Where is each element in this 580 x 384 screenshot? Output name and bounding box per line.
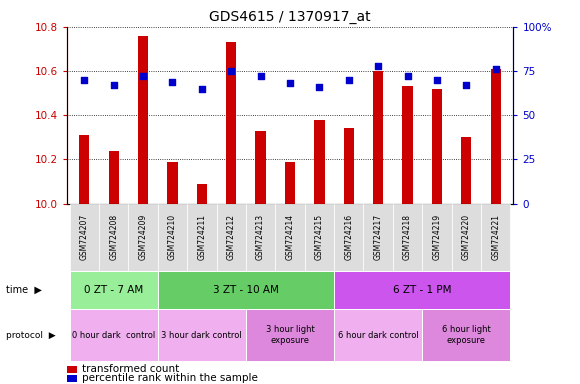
Text: GDS4615 / 1370917_at: GDS4615 / 1370917_at	[209, 10, 371, 23]
Point	[79, 77, 89, 83]
Point	[197, 86, 206, 92]
Point	[344, 77, 353, 83]
Text: 3 hour dark control: 3 hour dark control	[161, 331, 242, 339]
Point	[256, 73, 265, 79]
Point	[109, 82, 118, 88]
Bar	[343, 129, 354, 204]
Point	[432, 77, 441, 83]
Text: GSM724221: GSM724221	[491, 214, 500, 260]
Text: GSM724215: GSM724215	[315, 214, 324, 260]
Text: GSM724211: GSM724211	[197, 214, 206, 260]
Text: GSM724217: GSM724217	[374, 214, 383, 260]
Text: 6 hour light
exposure: 6 hour light exposure	[442, 325, 491, 345]
Bar	[461, 137, 472, 204]
Point	[462, 82, 471, 88]
Bar	[168, 162, 177, 204]
Text: GSM724214: GSM724214	[285, 214, 295, 260]
Text: 6 hour dark control: 6 hour dark control	[338, 331, 419, 339]
Text: GSM724220: GSM724220	[462, 214, 471, 260]
Point	[285, 80, 295, 86]
Text: GSM724209: GSM724209	[139, 214, 147, 260]
Text: GSM724208: GSM724208	[109, 214, 118, 260]
Text: GSM724213: GSM724213	[256, 214, 265, 260]
Bar	[314, 119, 325, 204]
Text: 3 hour light
exposure: 3 hour light exposure	[266, 325, 314, 345]
Point	[315, 84, 324, 90]
Point	[168, 79, 177, 85]
Text: GSM724218: GSM724218	[403, 214, 412, 260]
Bar	[403, 86, 412, 204]
Point	[403, 73, 412, 79]
Text: 6 ZT - 1 PM: 6 ZT - 1 PM	[393, 285, 451, 295]
Point	[374, 63, 383, 69]
Bar	[108, 151, 119, 204]
Text: GSM724216: GSM724216	[345, 214, 353, 260]
Bar	[79, 135, 89, 204]
Text: 0 hour dark  control: 0 hour dark control	[72, 331, 155, 339]
Bar	[432, 89, 442, 204]
Text: GSM724219: GSM724219	[433, 214, 441, 260]
Point	[227, 68, 236, 74]
Bar	[491, 69, 501, 204]
Bar	[197, 184, 207, 204]
Text: GSM724210: GSM724210	[168, 214, 177, 260]
Bar	[373, 71, 383, 204]
Text: time  ▶: time ▶	[6, 285, 42, 295]
Text: 3 ZT - 10 AM: 3 ZT - 10 AM	[213, 285, 279, 295]
Text: protocol  ▶: protocol ▶	[6, 331, 56, 339]
Bar	[285, 162, 295, 204]
Bar	[255, 131, 266, 204]
Text: GSM724207: GSM724207	[80, 214, 89, 260]
Text: percentile rank within the sample: percentile rank within the sample	[82, 373, 258, 383]
Bar	[138, 36, 148, 204]
Bar	[226, 42, 237, 204]
Text: 0 ZT - 7 AM: 0 ZT - 7 AM	[84, 285, 143, 295]
Text: GSM724212: GSM724212	[227, 214, 235, 260]
Point	[491, 66, 501, 72]
Point	[139, 73, 148, 79]
Text: transformed count: transformed count	[82, 364, 179, 374]
